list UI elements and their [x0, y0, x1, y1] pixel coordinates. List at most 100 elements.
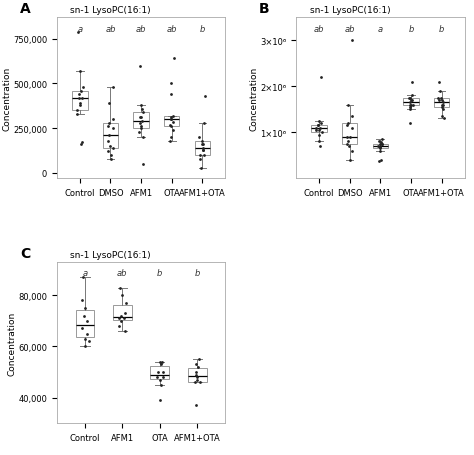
Y-axis label: Concentration: Concentration: [250, 66, 259, 131]
Point: [377, 143, 384, 151]
Point: [435, 95, 442, 102]
Point: [406, 102, 413, 109]
Point: [439, 106, 447, 114]
Point: [167, 123, 175, 131]
Point: [118, 313, 125, 320]
Point: [115, 315, 123, 322]
Point: [439, 102, 447, 109]
Point: [407, 120, 414, 127]
Text: C: C: [20, 247, 30, 260]
Point: [106, 143, 114, 151]
PathPatch shape: [150, 366, 169, 379]
Point: [154, 369, 162, 376]
Point: [76, 100, 84, 107]
Text: a: a: [82, 269, 88, 278]
PathPatch shape: [113, 306, 132, 320]
Point: [314, 122, 321, 130]
Text: b: b: [439, 25, 444, 34]
Point: [85, 338, 92, 345]
Point: [121, 310, 128, 317]
Point: [159, 369, 167, 376]
Point: [171, 56, 178, 63]
Text: sn-1 LysoPC(16:1): sn-1 LysoPC(16:1): [310, 6, 390, 15]
Point: [117, 318, 125, 325]
Point: [104, 138, 112, 145]
Point: [439, 100, 447, 107]
Text: sn-1 LysoPC(16:1): sn-1 LysoPC(16:1): [70, 6, 151, 15]
Point: [74, 29, 82, 36]
Point: [316, 131, 323, 139]
Y-axis label: Concentration: Concentration: [8, 311, 17, 375]
Point: [437, 88, 444, 95]
Point: [79, 84, 87, 91]
Point: [192, 361, 200, 368]
PathPatch shape: [342, 124, 357, 144]
Point: [192, 369, 200, 376]
Point: [317, 125, 324, 132]
Point: [120, 315, 128, 322]
Point: [78, 297, 85, 304]
Point: [78, 325, 86, 333]
Point: [107, 156, 115, 163]
Point: [105, 100, 113, 107]
PathPatch shape: [195, 142, 210, 156]
Point: [315, 118, 322, 125]
Point: [378, 141, 386, 148]
Point: [73, 107, 81, 115]
Point: [343, 141, 351, 148]
Text: a: a: [378, 25, 383, 34]
Point: [73, 111, 81, 118]
Text: ab: ab: [105, 25, 116, 34]
Point: [343, 122, 351, 130]
PathPatch shape: [373, 144, 388, 149]
Point: [410, 102, 417, 109]
Point: [169, 119, 176, 126]
Point: [200, 147, 207, 154]
Point: [137, 123, 145, 131]
Point: [168, 134, 175, 142]
Text: b: b: [408, 25, 414, 34]
Point: [344, 102, 352, 109]
Point: [81, 305, 89, 312]
Point: [406, 100, 414, 107]
Point: [377, 157, 384, 164]
Point: [438, 102, 446, 109]
Point: [104, 148, 111, 156]
Point: [167, 115, 174, 122]
PathPatch shape: [103, 124, 118, 148]
Point: [77, 142, 85, 149]
Point: [437, 95, 445, 102]
Point: [136, 129, 143, 136]
Point: [409, 97, 416, 105]
PathPatch shape: [134, 113, 149, 129]
Point: [438, 97, 446, 105]
Point: [317, 120, 325, 127]
Text: ab: ab: [136, 25, 146, 34]
Point: [200, 152, 208, 159]
Point: [139, 109, 146, 116]
Point: [377, 139, 385, 147]
Point: [136, 115, 144, 122]
Point: [376, 141, 384, 148]
Text: sn-1 LysoPC(16:1): sn-1 LysoPC(16:1): [70, 250, 151, 259]
Point: [318, 129, 326, 136]
Point: [405, 95, 413, 102]
Text: a: a: [77, 25, 82, 34]
Point: [315, 127, 323, 134]
Point: [346, 143, 353, 151]
PathPatch shape: [188, 368, 207, 382]
Point: [317, 74, 325, 81]
Point: [156, 358, 164, 365]
Point: [407, 106, 414, 114]
PathPatch shape: [434, 99, 449, 108]
Point: [196, 156, 203, 163]
Point: [104, 123, 111, 131]
Text: b: b: [194, 269, 200, 278]
Point: [200, 147, 207, 154]
Point: [195, 356, 203, 363]
Point: [166, 121, 174, 129]
Point: [409, 79, 416, 86]
Point: [105, 132, 112, 140]
Point: [435, 79, 443, 86]
Point: [193, 376, 201, 384]
